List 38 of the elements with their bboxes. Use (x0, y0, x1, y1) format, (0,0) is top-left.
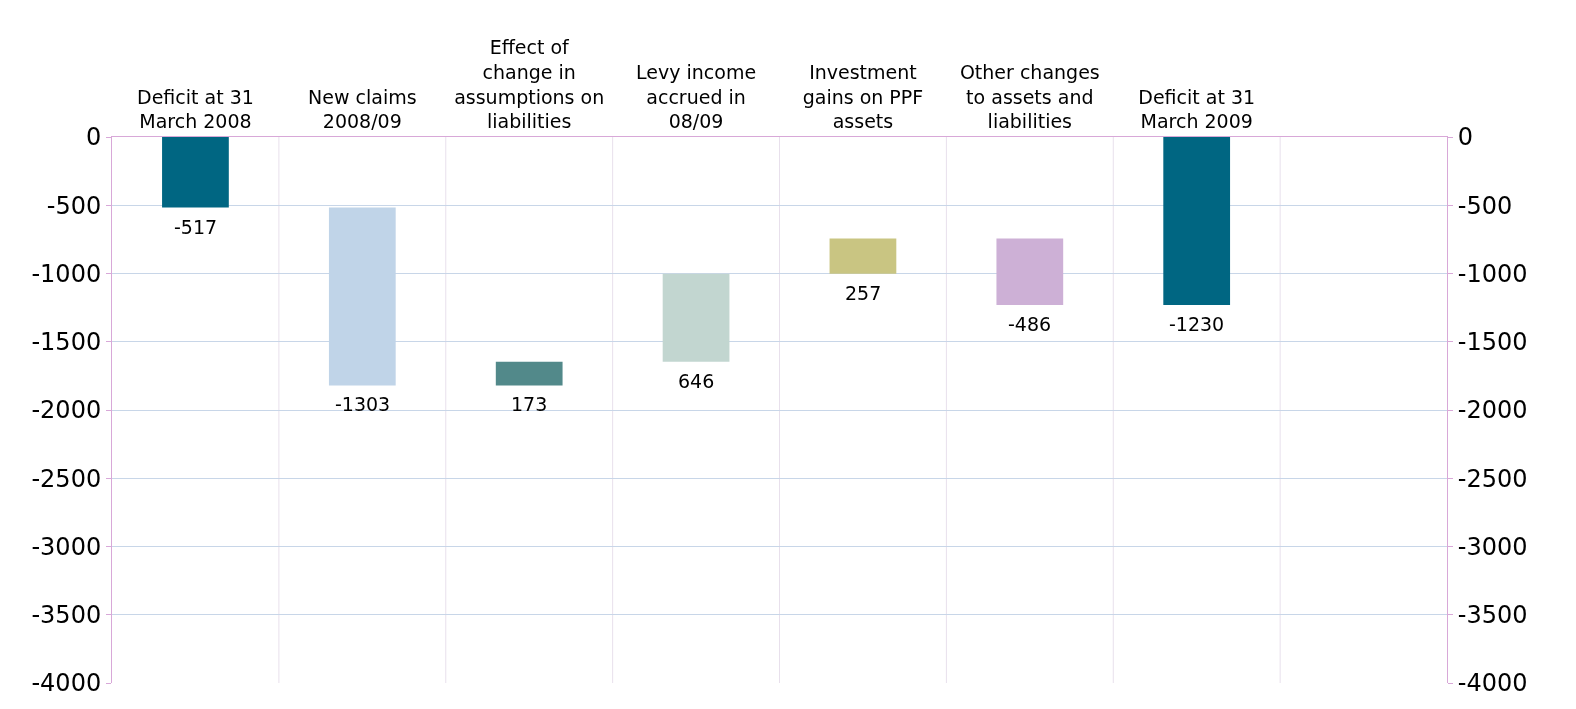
y-tick-label: -2500 (31, 464, 102, 493)
y2-tick-label: 0 (1457, 123, 1474, 152)
y-tick-label: -4000 (31, 669, 102, 698)
data-label: 646 (678, 370, 715, 392)
data-label: -1303 (335, 393, 391, 415)
y2-tick-label: -2500 (1457, 464, 1528, 493)
y-tick-label: -1000 (31, 259, 102, 288)
x-tick-label: Other changes to assets and liabilities (959, 61, 1100, 133)
y2-tick-label: -2000 (1457, 396, 1528, 425)
y2-tick-label: -500 (1457, 191, 1513, 220)
y-tick-label: -3000 (31, 532, 102, 561)
y-tick-label: -2000 (31, 396, 102, 425)
bar (1163, 137, 1231, 305)
bar (495, 361, 563, 386)
x-tick-label: Deficit at 31 March 2009 (1138, 85, 1256, 133)
x-tick-label: Deficit at 31 March 2008 (137, 85, 254, 133)
x-tick-label: Levy income accrued in 08/09 (636, 61, 757, 133)
data-label: 173 (511, 393, 548, 415)
x-tick-label: Effect of change in assumptions on liabilities (454, 36, 605, 133)
y-tick-label: -3500 (31, 601, 102, 630)
y2-tick-label: -1500 (1457, 328, 1528, 357)
x-tick-label: New claims 2008/09 (308, 85, 417, 133)
y2-tick-label: -1000 (1457, 259, 1528, 288)
bar (996, 238, 1064, 305)
y-tick-label: -1500 (31, 328, 102, 357)
data-label: -517 (174, 216, 218, 238)
y2-tick-label: -4000 (1457, 669, 1528, 698)
y-tick-label: -500 (46, 191, 102, 220)
bar (829, 238, 897, 274)
data-label: 257 (845, 282, 882, 304)
data-label: -1230 (1169, 313, 1225, 335)
y2-tick-label: -3500 (1457, 601, 1528, 630)
x-tick-label: Investment gains on PPF assets (802, 61, 924, 133)
y-tick-label: 0 (85, 123, 102, 152)
data-label: -486 (1008, 313, 1052, 335)
bar (662, 273, 730, 362)
bar (162, 137, 229, 208)
y2-tick-label: -3000 (1457, 532, 1528, 561)
